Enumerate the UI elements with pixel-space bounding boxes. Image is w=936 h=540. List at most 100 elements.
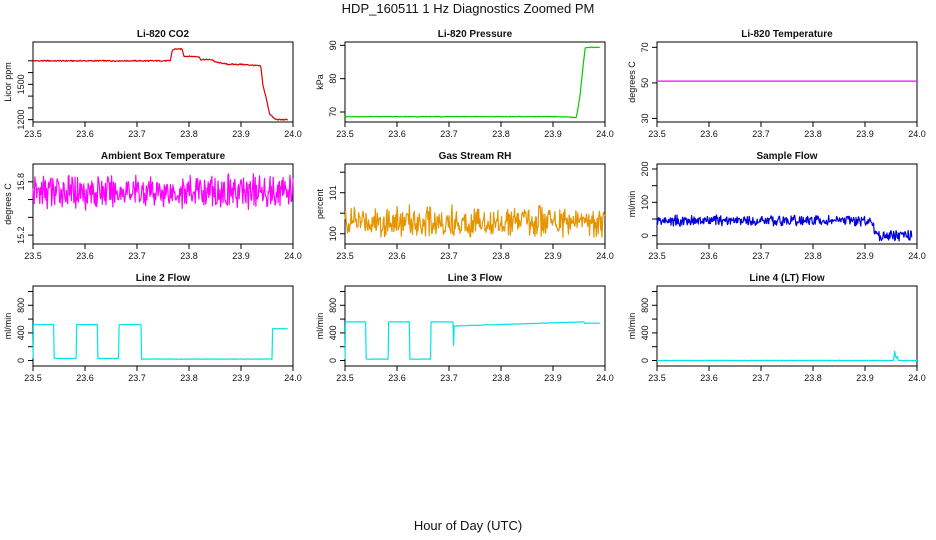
- x-tick-label: 23.5: [336, 251, 354, 261]
- panel-title: Li-820 Pressure: [438, 29, 513, 40]
- x-tick-label: 23.9: [232, 373, 250, 383]
- x-tick-label: 23.9: [544, 129, 562, 139]
- x-tick-label: 23.9: [232, 251, 250, 261]
- data-series-line: [344, 321, 600, 360]
- x-tick-label: 23.6: [388, 251, 406, 261]
- x-tick-label: 23.7: [440, 373, 458, 383]
- y-tick-label: 400: [640, 325, 650, 340]
- x-tick-label: 23.7: [440, 251, 458, 261]
- x-tick-label: 23.7: [752, 251, 770, 261]
- y-tick-label: 1200: [16, 110, 26, 130]
- panel-title: Li-820 Temperature: [741, 29, 833, 40]
- x-tick-label: 23.6: [76, 373, 94, 383]
- panel-7: Line 3 Flow 23.5 23.6 23.7 23.8 23.9 24.0 0 400 8…: [315, 273, 614, 383]
- panel-title: Line 3 Flow: [448, 273, 503, 284]
- x-tick-label: 23.5: [648, 251, 666, 261]
- x-tick-label: 23.9: [856, 251, 874, 261]
- panel-3: Ambient Box Temperature 23.5 23.6 23.7 23.8 2…: [3, 151, 302, 261]
- y-tick-label: 800: [640, 298, 650, 313]
- x-tick-label: 23.8: [180, 129, 198, 139]
- plot-frame: [32, 285, 294, 367]
- y-tick-label: 400: [16, 325, 26, 340]
- y-tick-label: 200: [640, 161, 650, 176]
- x-tick-label: 23.8: [492, 251, 510, 261]
- x-tick-label: 23.7: [128, 129, 146, 139]
- x-tick-label: 24.0: [284, 373, 302, 383]
- y-tick-label: 0: [16, 358, 26, 363]
- plot-frame: [32, 41, 294, 123]
- y-axis-label: degrees C: [627, 61, 637, 103]
- x-tick-label: 23.6: [388, 129, 406, 139]
- y-tick-label: 1500: [16, 74, 26, 94]
- data-series-line: [32, 173, 294, 211]
- x-tick-label: 23.6: [700, 373, 718, 383]
- panel-title: Li-820 CO2: [137, 29, 190, 40]
- panel-1: Li-820 Pressure 23.5 23.6 23.7 23.8 23.9 24.0 7…: [315, 29, 614, 139]
- x-tick-label: 23.9: [856, 373, 874, 383]
- x-tick-label: 24.0: [596, 129, 614, 139]
- x-tick-label: 23.9: [232, 129, 250, 139]
- x-tick-label: 23.6: [700, 251, 718, 261]
- x-tick-label: 23.7: [128, 251, 146, 261]
- y-tick-label: 800: [328, 298, 338, 313]
- x-tick-label: 23.5: [24, 373, 42, 383]
- y-axis-label: degrees C: [3, 183, 13, 225]
- panel-0: Li-820 CO2 23.5 23.6 23.7 23.8 23.9 24.0 1200 15…: [3, 29, 302, 139]
- x-tick-label: 23.5: [648, 373, 666, 383]
- x-tick-label: 23.8: [804, 129, 822, 139]
- panel-6: Line 2 Flow 23.5 23.6 23.7 23.8 23.9 24.0 0 400 8…: [3, 273, 302, 383]
- x-tick-label: 23.7: [752, 373, 770, 383]
- x-tick-label: 23.7: [128, 373, 146, 383]
- y-tick-label: 100: [640, 195, 650, 210]
- x-tick-label: 23.6: [76, 251, 94, 261]
- y-axis-label: ml/min: [315, 313, 325, 340]
- data-series-line: [344, 204, 606, 238]
- x-tick-label: 23.8: [180, 251, 198, 261]
- panel-title: Sample Flow: [756, 151, 817, 162]
- x-tick-label: 24.0: [908, 251, 926, 261]
- y-tick-label: 70: [640, 42, 650, 52]
- x-tick-label: 23.9: [544, 251, 562, 261]
- plot-frame: [656, 285, 918, 367]
- plot-frame: [656, 163, 918, 245]
- panel-8: Line 4 (LT) Flow 23.5 23.6 23.7 23.8 23.9 24.0…: [627, 273, 926, 383]
- x-tick-label: 23.6: [700, 129, 718, 139]
- panel-title: Line 4 (LT) Flow: [749, 273, 825, 284]
- x-tick-label: 24.0: [284, 129, 302, 139]
- x-tick-label: 23.8: [180, 373, 198, 383]
- y-tick-label: 800: [16, 298, 26, 313]
- plot-frame: [32, 163, 294, 245]
- panel-4: Gas Stream RH 23.5 23.6 23.7 23.8 23.9 24.0 100…: [315, 151, 614, 261]
- figure-title: HDP_160511 1 Hz Diagnostics Zoomed PM: [341, 1, 595, 16]
- data-series-line: [657, 350, 917, 362]
- y-tick-label: 30: [640, 113, 650, 123]
- y-tick-label: 101: [328, 185, 338, 200]
- plot-frame: [656, 41, 918, 123]
- panel-title: Ambient Box Temperature: [101, 151, 226, 162]
- y-axis-label: percent: [315, 188, 325, 219]
- x-tick-label: 23.8: [492, 129, 510, 139]
- y-tick-label: 0: [640, 358, 650, 363]
- y-tick-label: 15.2: [16, 226, 26, 244]
- x-tick-label: 23.6: [388, 373, 406, 383]
- y-tick-label: 400: [328, 325, 338, 340]
- x-tick-label: 24.0: [596, 373, 614, 383]
- x-tick-label: 23.5: [24, 251, 42, 261]
- panel-2: Li-820 Temperature 23.5 23.6 23.7 23.8 23.9 24…: [627, 29, 926, 139]
- data-series-line: [344, 46, 601, 119]
- y-axis-label: ml/min: [3, 313, 13, 340]
- x-tick-label: 23.9: [544, 373, 562, 383]
- x-tick-label: 23.5: [336, 129, 354, 139]
- x-tick-label: 23.6: [76, 129, 94, 139]
- y-tick-label: 80: [328, 74, 338, 84]
- y-axis-label: ml/min: [627, 191, 637, 218]
- plot-frame: [344, 163, 606, 245]
- y-axis-label: kPa: [315, 74, 325, 90]
- panel-title: Gas Stream RH: [439, 151, 512, 162]
- y-tick-label: 0: [640, 233, 650, 238]
- plot-frame: [344, 285, 606, 367]
- x-tick-label: 23.7: [440, 129, 458, 139]
- x-tick-label: 23.8: [492, 373, 510, 383]
- y-tick-label: 100: [328, 226, 338, 241]
